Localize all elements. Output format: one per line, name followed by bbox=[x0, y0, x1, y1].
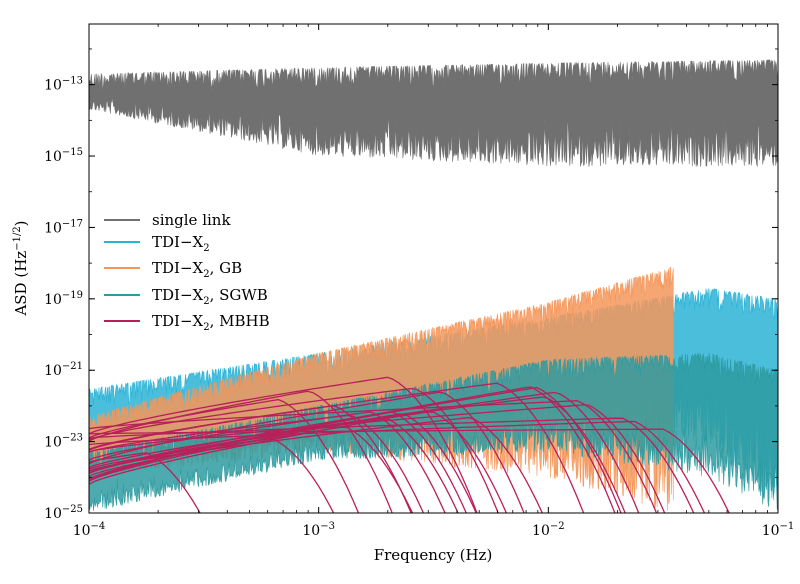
legend: single link TDI−X2 TDI−X2, GB TDI−X2, SG… bbox=[104, 211, 270, 333]
x-tick-label: 10−2 bbox=[532, 521, 565, 539]
legend-label-tdi-x2-sgwb: TDI−X2, SGWB bbox=[152, 286, 268, 307]
x-tick-label: 10−4 bbox=[73, 521, 106, 539]
legend-label-tdi-x2-gb-suffix: , GB bbox=[210, 259, 243, 277]
series-tdi-x2-mbhb-track bbox=[89, 428, 730, 513]
series-tdi-x2-mbhb-track bbox=[89, 398, 360, 513]
legend-label-tdi-x2: TDI−X2 bbox=[152, 233, 210, 254]
series-tdi-x2-mbhb-track bbox=[89, 413, 477, 513]
x-tick-label: 10−1 bbox=[762, 521, 795, 539]
legend-label-tdi-x2-name: TDI−X bbox=[152, 233, 204, 251]
y-axis-label-exponent: −1/2 bbox=[12, 226, 23, 250]
series-tdi-x2-mbhb-track bbox=[89, 400, 658, 513]
axis-ticks bbox=[88, 24, 779, 514]
legend-label-tdi-x2-gb-name: TDI−X bbox=[152, 259, 204, 277]
series-tdi-x2-mbhb-track bbox=[89, 390, 393, 513]
y-tick-label: 10−23 bbox=[44, 433, 83, 451]
series-single-link bbox=[89, 59, 778, 167]
legend-label-tdi-x2-sgwb-sub: 2 bbox=[203, 296, 209, 307]
series-tdi-x2-mbhb-track bbox=[89, 376, 478, 513]
y-tick-label: 10−19 bbox=[44, 290, 83, 308]
legend-label-tdi-x2-sgwb-suffix: , SGWB bbox=[210, 286, 268, 304]
y-axis-label-main: ASD (Hz bbox=[12, 251, 30, 317]
y-tick-label: 10−17 bbox=[44, 218, 83, 236]
y-axis-label: ASD (Hz−1/2) bbox=[12, 220, 30, 316]
series-tdi-x2-mbhb-track bbox=[89, 414, 425, 513]
legend-label-tdi-x2-gb: TDI−X2, GB bbox=[152, 259, 242, 280]
legend-label-tdi-x2-gb-sub: 2 bbox=[203, 269, 209, 280]
series-tdi-x2-sgwb bbox=[89, 352, 778, 511]
series-tdi-x2-mbhb-track bbox=[89, 438, 335, 513]
series-tdi-x2-mbhb-track bbox=[89, 417, 543, 513]
y-tick-label: 10−25 bbox=[44, 504, 83, 522]
series-tdi-x2-mbhb-track bbox=[89, 387, 499, 513]
y-tick-label: 10−21 bbox=[44, 361, 83, 379]
series-tdi-x2-mbhb-track bbox=[89, 411, 446, 513]
legend-label-tdi-x2-sub: 2 bbox=[203, 243, 209, 254]
axes-frame bbox=[88, 23, 779, 514]
x-tick-label: 10−3 bbox=[302, 521, 335, 539]
y-axis-label-close: ) bbox=[12, 220, 30, 226]
series-tdi-x2-mbhb-track bbox=[89, 382, 585, 513]
y-tick-label: 10−15 bbox=[44, 147, 83, 165]
legend-label-tdi-x2-mbhb-name: TDI−X bbox=[152, 312, 204, 330]
legend-label-tdi-x2-mbhb: TDI−X2, MBHB bbox=[152, 312, 270, 333]
series-tdi-x2-mbhb-track bbox=[89, 426, 414, 513]
y-tick-label: 10−13 bbox=[44, 76, 83, 94]
series-tdi-x2-mbhb-track bbox=[89, 391, 640, 513]
series-tdi-x2-mbhb-track bbox=[89, 386, 622, 513]
legend-label-tdi-x2-mbhb-sub: 2 bbox=[203, 322, 209, 333]
legend-label-tdi-x2-sgwb-name: TDI−X bbox=[152, 286, 204, 304]
axis-tick-labels: 10−4 10−3 10−2 10−1 10−13 10−15 10−17 10−19 10−2… bbox=[44, 76, 794, 539]
series-tdi-x2-mbhb-track bbox=[89, 452, 201, 513]
legend-label-single-link: single link bbox=[152, 211, 231, 229]
legend-label-tdi-x2-mbhb-suffix: , MBHB bbox=[210, 312, 270, 330]
x-axis-label: Frequency (Hz) bbox=[374, 546, 493, 564]
plot-area bbox=[89, 59, 778, 513]
